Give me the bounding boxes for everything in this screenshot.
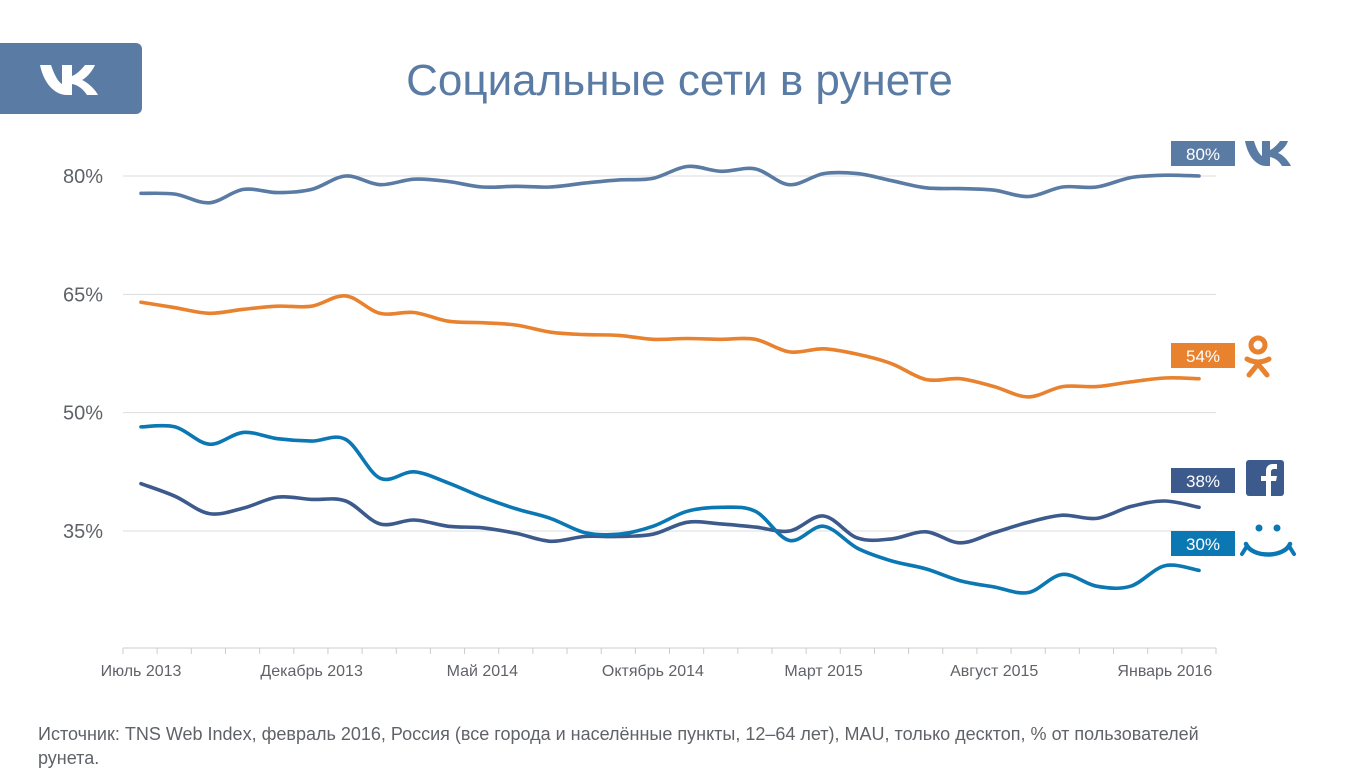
end-label-box (1171, 531, 1235, 556)
end-label-box (1171, 141, 1235, 166)
facebook-icon (1246, 460, 1284, 496)
end-label-text: 54% (1186, 347, 1220, 366)
page-title-text: Социальные сети в рунете (406, 56, 953, 105)
legend-icons (1240, 141, 1296, 557)
ok-icon (1244, 335, 1272, 378)
vk-icon (1245, 141, 1291, 166)
end-label-box (1171, 343, 1235, 368)
end-label-mm: 30% (1171, 531, 1235, 556)
end-label-fb: 38% (1171, 468, 1235, 493)
series-line-ok (139, 294, 1201, 399)
end-label-box (1171, 468, 1235, 493)
y-axis: 80% 65% 50% 35% (63, 166, 103, 543)
series-line-mm (139, 423, 1201, 595)
y-tick-label: 35% (63, 521, 103, 543)
end-label-text: 30% (1186, 535, 1220, 554)
x-tick-label: Январь 2016 (1117, 663, 1212, 680)
page-title: Социальные сети в рунете (0, 56, 1361, 106)
x-tick-label: Декабрь 2013 (260, 663, 363, 680)
y-tick-label: 50% (63, 403, 103, 425)
end-label-text: 80% (1186, 145, 1220, 164)
x-tick-label: Август 2015 (950, 663, 1038, 680)
mailru-icon (1240, 524, 1296, 557)
end-label-ok: 54% (1171, 343, 1235, 368)
x-tick-label: Октябрь 2014 (602, 663, 704, 680)
grid-lines (123, 175, 1216, 532)
vk-logo-badge (0, 43, 142, 114)
x-axis: Июль 2013 Декабрь 2013 Май 2014 Октябрь 201… (101, 647, 1217, 680)
y-tick-label: 80% (63, 166, 103, 188)
y-tick-label: 65% (63, 284, 103, 306)
end-labels: 80% 54% 38% 30% (1171, 141, 1235, 556)
vk-logo-icon (40, 65, 98, 95)
end-label-text: 38% (1186, 472, 1220, 491)
series-line-fb (139, 481, 1201, 545)
end-label-vk: 80% (1171, 141, 1235, 166)
x-tick-label: Май 2014 (447, 663, 518, 680)
series-lines (139, 164, 1201, 595)
x-tick-label: Март 2015 (784, 663, 862, 680)
series-line-vk (139, 164, 1201, 205)
source-note: Источник: TNS Web Index, февраль 2016, Р… (38, 724, 1199, 768)
x-tick-label: Июль 2013 (101, 663, 182, 680)
